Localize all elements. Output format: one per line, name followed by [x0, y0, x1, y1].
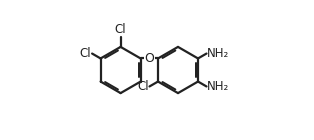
- Text: NH₂: NH₂: [207, 80, 230, 93]
- Text: Cl: Cl: [137, 80, 149, 93]
- Text: Cl: Cl: [115, 23, 127, 36]
- Text: NH₂: NH₂: [207, 47, 230, 60]
- Text: O: O: [144, 52, 154, 65]
- Text: Cl: Cl: [80, 47, 91, 60]
